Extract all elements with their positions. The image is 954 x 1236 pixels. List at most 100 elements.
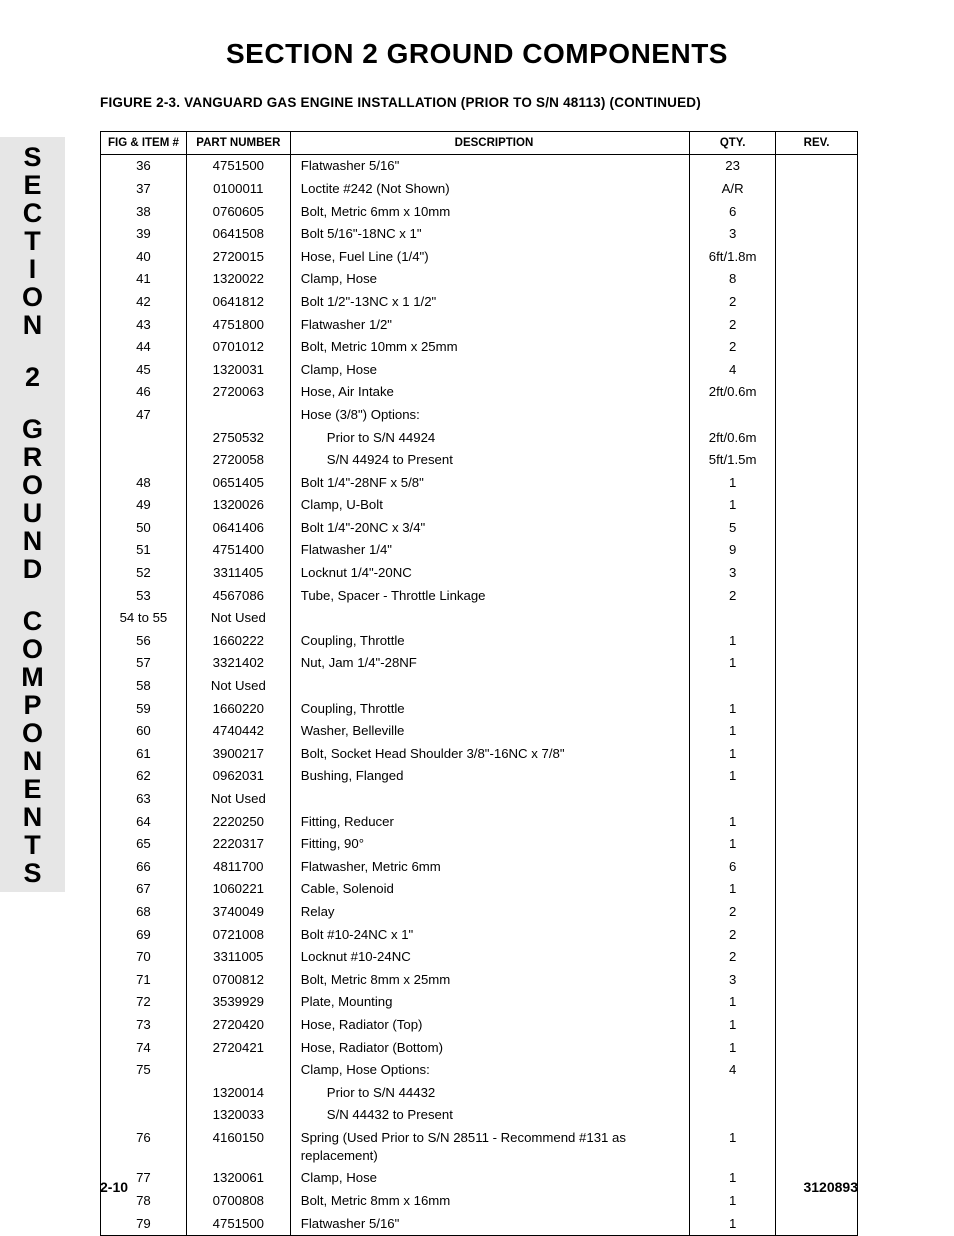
cell-description: Washer, Belleville	[290, 720, 689, 743]
cell-qty: 4	[690, 1059, 776, 1082]
cell-rev	[776, 539, 858, 562]
cell-description: Prior to S/N 44924	[290, 426, 689, 449]
table-row: 671060221Cable, Solenoid1	[101, 878, 858, 901]
cell-description: Spring (Used Prior to S/N 28511 - Recomm…	[290, 1127, 689, 1167]
cell-qty: 1	[690, 471, 776, 494]
cell-part-number: 2220250	[186, 810, 290, 833]
cell-part-number: 0641508	[186, 223, 290, 246]
cell-description: Clamp, Hose	[290, 1167, 689, 1190]
cell-fig: 52	[101, 562, 187, 585]
cell-fig: 46	[101, 381, 187, 404]
cell-part-number: 2720015	[186, 245, 290, 268]
cell-rev	[776, 358, 858, 381]
cell-qty: 6	[690, 855, 776, 878]
table-row: 380760605Bolt, Metric 6mm x 10mm6	[101, 200, 858, 223]
cell-description: Flatwasher, Metric 6mm	[290, 855, 689, 878]
cell-fig: 49	[101, 494, 187, 517]
cell-rev	[776, 268, 858, 291]
cell-part-number: 0641812	[186, 291, 290, 314]
table-row: 523311405Locknut 1/4"-20NC3	[101, 562, 858, 585]
cell-qty: 1	[690, 720, 776, 743]
cell-fig: 74	[101, 1036, 187, 1059]
table-row: 591660220Coupling, Throttle1	[101, 697, 858, 720]
cell-part-number: 4751500	[186, 155, 290, 178]
cell-description: Fitting, Reducer	[290, 810, 689, 833]
table-row: 534567086Tube, Spacer - Throttle Linkage…	[101, 584, 858, 607]
table-row: 710700812Bolt, Metric 8mm x 25mm3	[101, 968, 858, 991]
cell-description: Loctite #242 (Not Shown)	[290, 178, 689, 201]
cell-description	[290, 675, 689, 698]
table-row: 1320033S/N 44432 to Present	[101, 1104, 858, 1127]
table-row: 683740049Relay2	[101, 901, 858, 924]
cell-part-number: 3900217	[186, 742, 290, 765]
cell-fig: 51	[101, 539, 187, 562]
cell-fig	[101, 426, 187, 449]
table-row: 420641812Bolt 1/2"-13NC x 1 1/2"2	[101, 291, 858, 314]
cell-fig	[101, 1104, 187, 1127]
cell-rev	[776, 923, 858, 946]
cell-rev	[776, 1212, 858, 1235]
cell-rev	[776, 991, 858, 1014]
cell-qty: 2	[690, 923, 776, 946]
table-row: 604740442Washer, Belleville1	[101, 720, 858, 743]
cell-rev	[776, 742, 858, 765]
cell-fig: 61	[101, 742, 187, 765]
cell-fig: 67	[101, 878, 187, 901]
cell-qty	[690, 404, 776, 427]
cell-qty: 1	[690, 1127, 776, 1167]
cell-rev	[776, 313, 858, 336]
cell-description: Nut, Jam 1/4"-28NF	[290, 652, 689, 675]
cell-part-number: 4567086	[186, 584, 290, 607]
cell-description	[290, 607, 689, 630]
table-row: 620962031Bushing, Flanged1	[101, 765, 858, 788]
cell-description: Clamp, U-Bolt	[290, 494, 689, 517]
cell-fig: 37	[101, 178, 187, 201]
cell-description: Bolt 1/2"-13NC x 1 1/2"	[290, 291, 689, 314]
cell-qty	[690, 1081, 776, 1104]
cell-qty: 2ft/0.6m	[690, 381, 776, 404]
cell-description: Bolt #10-24NC x 1"	[290, 923, 689, 946]
table-row: 434751800Flatwasher 1/2"2	[101, 313, 858, 336]
cell-part-number: 0701012	[186, 336, 290, 359]
table-row: 451320031Clamp, Hose4	[101, 358, 858, 381]
cell-part-number: 0700808	[186, 1190, 290, 1213]
cell-rev	[776, 833, 858, 856]
cell-description: Locknut 1/4"-20NC	[290, 562, 689, 585]
cell-part-number: 1660220	[186, 697, 290, 720]
cell-rev	[776, 652, 858, 675]
cell-qty: 1	[690, 652, 776, 675]
cell-description: Locknut #10-24NC	[290, 946, 689, 969]
col-header-rev: REV.	[776, 132, 858, 155]
cell-fig: 47	[101, 404, 187, 427]
cell-fig: 38	[101, 200, 187, 223]
cell-description: Bolt, Metric 8mm x 25mm	[290, 968, 689, 991]
cell-part-number: 3311005	[186, 946, 290, 969]
cell-rev	[776, 946, 858, 969]
col-header-desc: DESCRIPTION	[290, 132, 689, 155]
cell-part-number: Not Used	[186, 788, 290, 811]
cell-qty: 1	[690, 1167, 776, 1190]
cell-part-number: 4811700	[186, 855, 290, 878]
cell-description: Cable, Solenoid	[290, 878, 689, 901]
table-row: 703311005Locknut #10-24NC2	[101, 946, 858, 969]
cell-fig: 63	[101, 788, 187, 811]
table-row: 742720421Hose, Radiator (Bottom)1	[101, 1036, 858, 1059]
cell-part-number: 1660222	[186, 629, 290, 652]
cell-rev	[776, 223, 858, 246]
side-tab-word-3: GROUND	[22, 415, 43, 583]
cell-fig: 44	[101, 336, 187, 359]
cell-part-number: 2750532	[186, 426, 290, 449]
table-row: 732720420Hose, Radiator (Top)1	[101, 1014, 858, 1037]
cell-fig: 69	[101, 923, 187, 946]
cell-part-number: 3311405	[186, 562, 290, 585]
side-tab-word-1: SECTION	[22, 143, 43, 339]
cell-fig: 70	[101, 946, 187, 969]
cell-qty: 1	[690, 1014, 776, 1037]
col-header-qty: QTY.	[690, 132, 776, 155]
cell-description: S/N 44924 to Present	[290, 449, 689, 472]
cell-part-number: 0651405	[186, 471, 290, 494]
cell-qty: 3	[690, 968, 776, 991]
table-row: 402720015Hose, Fuel Line (1/4")6ft/1.8m	[101, 245, 858, 268]
cell-part-number: 3539929	[186, 991, 290, 1014]
cell-rev	[776, 155, 858, 178]
